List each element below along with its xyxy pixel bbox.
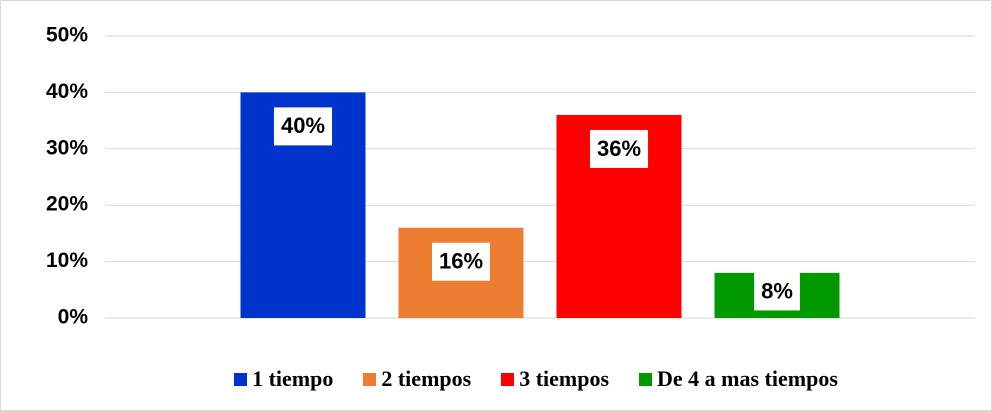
y-tick-label: 20%: [46, 193, 88, 216]
y-tick-label: 10%: [46, 249, 88, 272]
value-label-box: [273, 107, 333, 146]
legend-item: 1 tiempo: [234, 366, 333, 392]
legend-swatch: [234, 372, 248, 386]
value-label: 8%: [761, 278, 793, 303]
value-label-box: [754, 272, 800, 311]
y-tick-label: 0%: [58, 306, 89, 329]
value-label: 36%: [597, 136, 641, 161]
y-tick-label: 30%: [46, 136, 88, 159]
legend-item: 2 tiempos: [363, 366, 471, 392]
value-label: 40%: [281, 113, 325, 138]
legend-swatch: [363, 372, 377, 386]
legend-swatch: [501, 372, 515, 386]
legend-label: 2 tiempos: [381, 366, 472, 391]
legend-label: 1 tiempo: [252, 366, 334, 391]
value-label: 16%: [439, 249, 483, 274]
legend-label: De 4 a mas tiempos: [657, 366, 838, 391]
y-tick-label: 50%: [46, 24, 88, 47]
legend-label: 3 tiempos: [519, 366, 610, 391]
legend-swatch: [639, 372, 653, 386]
legend: 1 tiempo 2 tiempos 3 tiempos De 4 a mas tie…: [0, 366, 992, 392]
y-tick-label: 40%: [46, 80, 88, 103]
legend-item: De 4 a mas tiempos: [639, 366, 838, 392]
value-label-box: [431, 242, 491, 281]
value-label-box: [589, 129, 649, 168]
legend-item: 3 tiempos: [501, 366, 609, 392]
